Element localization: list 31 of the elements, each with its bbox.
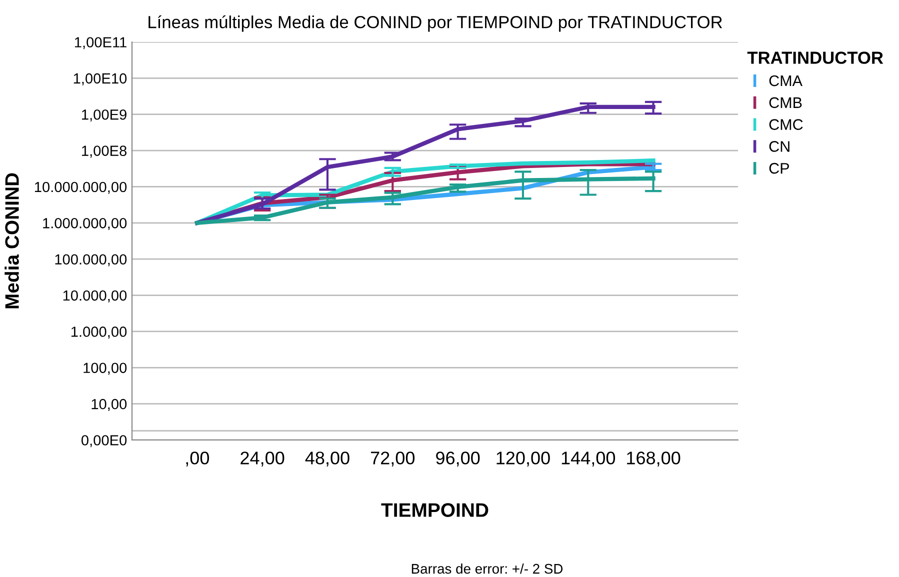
y-tick-label: 1.000.000,00 xyxy=(43,218,127,230)
x-tick-label: 168,00 xyxy=(627,452,680,467)
y-tick-label: 1,00E11 xyxy=(75,37,126,50)
legend-label: CMB xyxy=(769,97,802,108)
x-tick-label: ,00 xyxy=(186,452,210,467)
y-tick-label: 100,00 xyxy=(84,362,127,375)
y-tick-label: 1,00E10 xyxy=(74,73,127,86)
y-tick-label: 10,00 xyxy=(92,398,127,411)
legend-label: CMA xyxy=(769,75,802,86)
legend-label: CP xyxy=(769,162,789,174)
y-tick-label: 10.000.000,00 xyxy=(35,182,127,194)
y-tick-label: 1.000,00 xyxy=(71,326,127,339)
y-tick-label: 100.000,00 xyxy=(55,254,127,266)
x-tick-label: 24,00 xyxy=(240,452,284,467)
x-tick-label: 120,00 xyxy=(496,452,550,467)
line-series xyxy=(195,104,656,225)
x-axis-title: TIEMPOIND xyxy=(381,503,488,517)
y-tick-label: 0,00E0 xyxy=(81,435,127,448)
y-tick-label: 1,00E8 xyxy=(82,146,127,158)
y-tick-label: 1,00E9 xyxy=(82,109,126,122)
legend-label: CN xyxy=(769,141,790,152)
legend-label: CMC xyxy=(769,119,803,130)
chart-title: Líneas múltiples Media de CONIND por TIEMPOIND por TRATINDUCTOR xyxy=(148,15,722,32)
x-tick-label: 96,00 xyxy=(436,452,480,467)
text: Barras de error: +/- 2 SD xyxy=(412,564,563,574)
x-tick-label: 48,00 xyxy=(305,452,350,467)
x-tick-label: 144,00 xyxy=(562,452,616,467)
legend-title: TRATINDUCTOR xyxy=(747,52,884,64)
y-tick-label: 10.000,00 xyxy=(63,290,127,302)
x-tick-label: 72,00 xyxy=(370,452,415,467)
y-axis-title: Media CONIND xyxy=(4,173,19,308)
